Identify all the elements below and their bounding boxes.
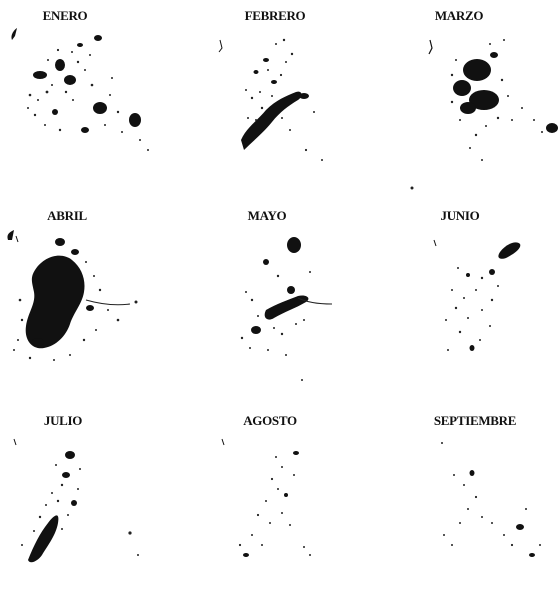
density-blobs [466, 242, 521, 351]
density-specks [410, 39, 543, 190]
outline-mark [7, 230, 14, 240]
density-specks [445, 267, 499, 351]
map-junio [433, 239, 521, 351]
map-panel-mayo: MAYO [186, 200, 372, 388]
river-line [297, 297, 333, 305]
density-blobs [33, 35, 141, 133]
density-blobs [453, 52, 558, 133]
density-specks [238, 456, 311, 556]
month-label: AGOSTO [243, 413, 297, 428]
river-line [85, 299, 131, 306]
density-blobs [243, 451, 299, 557]
density-specks [21, 464, 139, 556]
map-mayo [240, 237, 333, 381]
density-specks [13, 261, 138, 361]
month-label: MARZO [434, 8, 484, 23]
density-specks [27, 48, 149, 151]
density-blobs [241, 58, 309, 150]
outline-mark [13, 438, 17, 446]
month-label: SEPTIEMBRE [433, 413, 517, 428]
map-agosto [221, 438, 311, 557]
month-label: JULIO [43, 413, 83, 428]
month-label: MAYO [247, 208, 287, 223]
map-panel-febrero: FEBRERO [186, 0, 372, 188]
map-panel-marzo: MARZO [372, 0, 558, 190]
month-label: ABRIL [47, 208, 87, 223]
month-label: FEBRERO [244, 8, 306, 23]
outline-mark [218, 39, 223, 53]
density-specks [245, 38, 323, 161]
month-label: JUNIO [440, 208, 480, 223]
map-panel-enero: ENERO [0, 0, 186, 188]
map-febrero [218, 38, 323, 161]
density-specks [240, 271, 311, 381]
outline-mark [428, 39, 433, 55]
monthly-map-grid: ENERO [0, 0, 558, 563]
map-septiembre [441, 442, 541, 557]
map-panel-julio: JULIO [0, 405, 186, 593]
map-enero [11, 28, 149, 151]
map-abril [7, 230, 138, 361]
density-blobs [28, 451, 77, 563]
density-specks [441, 442, 541, 547]
density-blobs [251, 237, 309, 334]
map-panel-abril: ABRIL [0, 200, 186, 388]
map-panel-agosto: AGOSTO [186, 405, 372, 593]
outline-mark-2 [15, 235, 19, 243]
outline-mark [221, 438, 225, 446]
map-julio [13, 438, 139, 563]
density-blobs [25, 238, 94, 349]
outline-mark [433, 239, 437, 247]
map-panel-junio: JUNIO [372, 200, 558, 388]
density-blobs [469, 470, 535, 557]
outline-mark [11, 28, 17, 40]
month-label: ENERO [42, 8, 88, 23]
map-panel-septiembre: SEPTIEMBRE [372, 405, 558, 593]
map-marzo [410, 39, 558, 190]
